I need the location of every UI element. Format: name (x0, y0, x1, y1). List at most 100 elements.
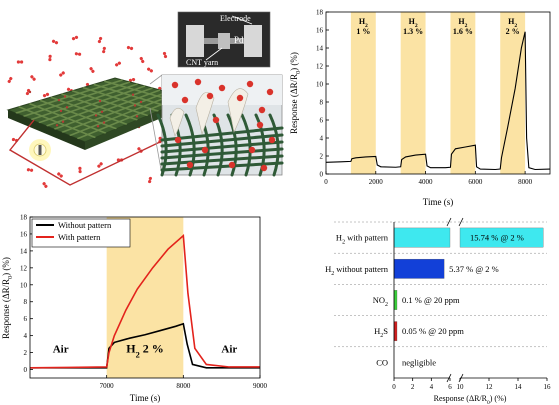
h2-molecule (57, 172, 63, 178)
bar-value-label: 0.05 % @ 20 ppm (402, 326, 464, 336)
h2-band (400, 12, 426, 174)
h2-molecule (89, 67, 95, 73)
response-series-line (325, 31, 551, 171)
band-concentration-label: 2 % (506, 27, 520, 36)
region-annotation: Air (53, 344, 69, 356)
y-tick-label: 4 (24, 332, 28, 340)
h2-molecule (128, 77, 136, 83)
cnt-yarn-label: CNT yarn (186, 58, 218, 67)
h2-molecule (71, 35, 79, 41)
y-axis-label: Response (ΔR/R0) (%) (289, 52, 302, 134)
h2-molecule (126, 45, 134, 51)
y-tick-label: 0 (24, 366, 28, 374)
x-tick-label: 0 (392, 383, 396, 391)
legend-entry: With pattern (58, 232, 101, 242)
y-tick-label: 2 (24, 349, 28, 357)
y-tick-label: 18 (20, 214, 28, 222)
category-label: CO (376, 357, 388, 367)
pd-particle (236, 94, 244, 102)
measurement-wire (8, 119, 186, 186)
series-line (29, 233, 260, 369)
x-tick-label: 14 (515, 383, 523, 391)
band-concentration-label: 1 % (356, 27, 370, 36)
h2-molecule (26, 168, 34, 172)
h2-molecule (59, 71, 65, 77)
h2-molecule (148, 176, 152, 184)
h2-molecule (51, 39, 59, 45)
x-tick-label: 6000 (468, 178, 483, 186)
pd-particle (260, 164, 268, 172)
x-tick-label: 16 (544, 383, 552, 391)
bar-value-label: 15.74 % @ 2 % (470, 233, 524, 243)
h2-exposure-bands (350, 12, 526, 174)
pd-particle (248, 146, 256, 154)
x-tick-label: 6 (448, 383, 452, 391)
h2-molecule (16, 60, 24, 64)
y-tick-label: 2 (320, 153, 324, 161)
x-tick-label: 9000 (253, 382, 268, 390)
h2-molecule (42, 182, 48, 188)
h2-molecule (48, 54, 52, 62)
pd-particle (228, 161, 236, 169)
h2-band (500, 12, 526, 174)
x-axis-label: Response (ΔR/R0) (%) (434, 394, 507, 405)
pd-particle (186, 161, 194, 169)
band-gas-label: H2 (409, 17, 418, 29)
band-gas-label: H2 (458, 17, 467, 29)
electrode-label: Electrode (220, 14, 251, 23)
y-tick-label: 10 (316, 81, 324, 89)
h2-molecule (7, 77, 13, 83)
pd-particle (212, 116, 220, 124)
pd-particle (174, 136, 182, 144)
h2-molecule (30, 75, 36, 81)
pd-particle (171, 81, 179, 89)
zoom-inset (156, 74, 284, 177)
h2-molecule (97, 162, 103, 168)
sem-photo: Electrode Pd CNT yarn (177, 11, 271, 68)
bar (459, 227, 544, 248)
pattern-comparison-chart: 0 2 4 6 8 10 12 14 16 18 7000 8000 9000 Air H2 2 % Ai… (1, 214, 268, 404)
pd-particle (266, 88, 274, 96)
region-annotation: H2 2 % (126, 342, 164, 360)
plot-frame (29, 216, 261, 379)
bar-value-label: 0.1 % @ 20 ppm (402, 295, 460, 305)
bar (393, 321, 398, 342)
category-label: NO2 (373, 295, 388, 308)
pd-particle (258, 106, 266, 114)
pulse-response-chart: H21 %H21.3 %H21.6 %H22 % 0 2000 4000 6000 80… (289, 9, 551, 207)
h2-molecule (115, 61, 121, 67)
category-label: H2S (374, 326, 388, 339)
h2-molecule (42, 92, 50, 98)
y-tick-label: 12 (316, 63, 324, 71)
legend-entry: Without pattern (58, 220, 112, 230)
y-tick-label: 10 (20, 281, 28, 289)
y-axis-label: Response (ΔR/R0) (%) (1, 257, 14, 339)
pd-particle (194, 78, 202, 86)
y-tick-label: 16 (316, 27, 324, 35)
y-tick-label: 16 (20, 230, 28, 238)
bar (393, 227, 451, 248)
device-illustration: Electrode Pd CNT yarn (6, 11, 284, 188)
plot-frame (325, 11, 551, 175)
bar-value-label: 5.37 % @ 2 % (449, 264, 499, 274)
cnt-mesh (6, 77, 192, 150)
band-concentration-label: 1.6 % (453, 27, 473, 36)
pd-particle (206, 92, 214, 100)
category-label: H2 without pattern (325, 264, 389, 277)
pd-particle (201, 146, 209, 154)
band-gas-label: H2 (359, 17, 368, 29)
h2-molecule (97, 36, 103, 44)
h2-molecule (78, 166, 82, 174)
x-tick-label: 4000 (419, 178, 434, 186)
y-tick-label: 18 (316, 9, 324, 17)
h2-molecule (147, 67, 153, 73)
h2-molecule (162, 51, 168, 59)
y-tick-label: 6 (320, 117, 324, 125)
band-concentration-label: 1.3 % (403, 27, 423, 36)
y-tick-label: 0 (320, 171, 324, 179)
band-gas-label: H2 (508, 17, 517, 29)
y-tick-label: 12 (20, 264, 28, 272)
x-tick-label: 2 (411, 383, 415, 391)
legend: Without pattern With pattern (31, 218, 131, 248)
h2-molecule (139, 56, 145, 64)
